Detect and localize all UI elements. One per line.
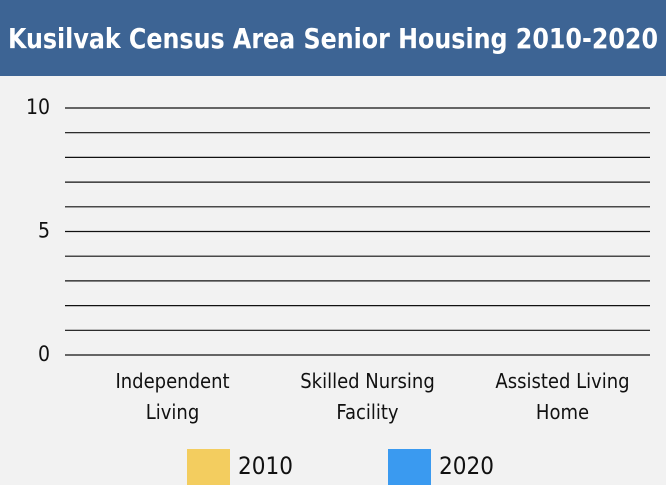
y-tick-label: 10 [26, 95, 50, 119]
legend-swatch [187, 449, 230, 485]
legend-swatch [388, 449, 431, 485]
legend-label: 2020 [439, 452, 494, 480]
y-tick-label: 5 [38, 219, 50, 243]
legend-label: 2010 [238, 452, 293, 480]
chart-title: Kusilvak Census Area Senior Housing 2010… [8, 22, 658, 55]
y-tick-label: 0 [38, 342, 50, 366]
x-tick-label: Assisted Living Home [495, 369, 630, 424]
x-tick-label: Independent Living [115, 369, 230, 424]
title-bar [0, 0, 666, 76]
x-tick-label: Skilled Nursing Facility [300, 369, 435, 424]
